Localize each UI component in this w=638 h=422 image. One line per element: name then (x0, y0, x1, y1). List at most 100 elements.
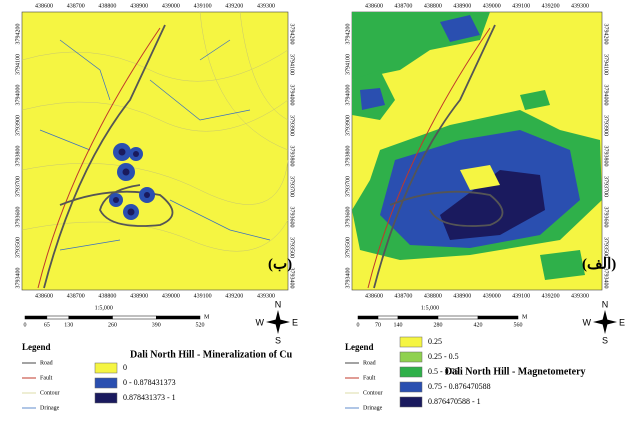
legend-swatch (94, 392, 118, 404)
x-coord: 439000 (162, 3, 180, 9)
legend-line-label: Fault (40, 375, 53, 381)
x-coord: 438800 (424, 3, 442, 9)
legend-line-label: Fault (363, 375, 376, 381)
scale-unit: M (522, 314, 528, 320)
y-coord: 3793700 (345, 176, 351, 197)
legend-class-label: 0.5 - 0.75 (428, 367, 459, 376)
compass-w: W (256, 317, 265, 327)
y-coord: 3793600 (15, 207, 21, 228)
compass-e: E (292, 317, 298, 327)
legend-swatch (399, 336, 423, 348)
y-coord: 3794200 (603, 24, 609, 45)
y-coord: 3794100 (345, 54, 351, 75)
map-title: Dali North Hill - Magnetometery (445, 366, 586, 377)
compass-s: S (602, 335, 608, 345)
compass-arrow (266, 310, 290, 334)
y-coord: 3793600 (603, 207, 609, 228)
y-coord: 3793500 (345, 237, 351, 258)
scale-label: 0 (24, 322, 27, 328)
x-coord: 439100 (194, 3, 212, 9)
x-coord: 439100 (194, 293, 212, 299)
y-coord: 3793400 (603, 268, 609, 289)
y-coord: 3794000 (603, 85, 609, 106)
scale-segment (377, 315, 399, 320)
map-left (21, 11, 289, 291)
scale-segment (68, 315, 113, 320)
y-coord: 3794000 (345, 85, 351, 106)
panel-label: (الف) (582, 256, 616, 272)
scale-segment (437, 315, 479, 320)
x-coord: 438600 (365, 293, 383, 299)
x-coord: 439300 (257, 3, 275, 9)
y-coord: 3793500 (289, 237, 295, 258)
scale-segment (397, 315, 439, 320)
map-title: Dali North Hill - Mineralization of Cu (130, 349, 293, 360)
y-coord: 3794100 (603, 54, 609, 75)
scale-label: 0 (357, 322, 360, 328)
x-coord: 438700 (394, 3, 412, 9)
scale-segment (46, 315, 69, 320)
y-coord: 3794100 (289, 54, 295, 75)
scale-label: 65 (44, 322, 50, 328)
panel-label: (ب) (268, 256, 292, 272)
legend-line-label: Road (363, 360, 376, 366)
x-coord: 439300 (257, 293, 275, 299)
scale-label: 420 (474, 322, 483, 328)
x-coord: 438600 (365, 3, 383, 9)
y-coord: 3793700 (15, 176, 21, 197)
legend-class-label: 0.75 - 0.876470588 (428, 382, 491, 391)
x-coord: 439200 (542, 293, 560, 299)
x-coord: 439200 (542, 3, 560, 9)
y-coord: 3793800 (289, 146, 295, 167)
legend-class-label: 0.25 - 0.5 (428, 352, 459, 361)
legend-swatch (94, 362, 118, 374)
x-coord: 438900 (453, 293, 471, 299)
y-coord: 3793400 (289, 268, 295, 289)
labels: 438600 438600 438700 438700 438800 438800 4389… (15, 3, 625, 411)
y-coord: 3793600 (345, 207, 351, 228)
legend-line-label: Road (40, 360, 53, 366)
map-right (351, 11, 603, 291)
y-coord: 3793700 (603, 176, 609, 197)
legend-class-label: 0.25 (428, 337, 442, 346)
legend-title: Legend (22, 342, 51, 352)
legend-line-label: Contour (40, 390, 60, 396)
scale-segment (112, 315, 157, 320)
x-coord: 439300 (571, 3, 589, 9)
legend-line-label: Drinage (40, 405, 60, 411)
x-coord: 438700 (394, 293, 412, 299)
y-coord: 3794100 (15, 54, 21, 75)
y-coord: 3793800 (15, 146, 21, 167)
x-coord: 438600 (35, 3, 53, 9)
y-coord: 3793900 (603, 115, 609, 136)
compass-n: N (275, 299, 282, 309)
scale-unit: M (204, 314, 210, 320)
y-coord: 3794200 (289, 24, 295, 45)
y-coord: 3793800 (603, 146, 609, 167)
y-coord: 3794000 (15, 85, 21, 106)
x-coord: 438800 (424, 293, 442, 299)
scale-ratio: 1:5,000 (95, 305, 113, 311)
legend-class-label: 0.876470588 - 1 (428, 397, 481, 406)
x-coord: 439100 (512, 293, 530, 299)
y-coord: 3793600 (289, 207, 295, 228)
x-coord: 438800 (98, 293, 116, 299)
legend-line-label: Drinage (363, 405, 383, 411)
legend-swatch (399, 366, 423, 378)
y-coord: 3793800 (345, 146, 351, 167)
y-coord: 3793400 (345, 268, 351, 289)
legend-line-label: Contour (363, 390, 383, 396)
x-coord: 438700 (67, 293, 85, 299)
legend-class-label: 0 - 0.878431373 (123, 378, 176, 387)
compass-s: S (275, 335, 281, 345)
scale-ratio: 1:5,000 (421, 305, 439, 311)
y-coord: 3794200 (15, 24, 21, 45)
y-coord: 3793500 (15, 237, 21, 258)
legend-class-label: 0 (123, 363, 127, 372)
x-coord: 438600 (35, 293, 53, 299)
scale-label: 70 (375, 322, 381, 328)
scale-segment (156, 315, 201, 320)
x-coord: 438900 (453, 3, 471, 9)
legend-swatch (399, 396, 423, 408)
